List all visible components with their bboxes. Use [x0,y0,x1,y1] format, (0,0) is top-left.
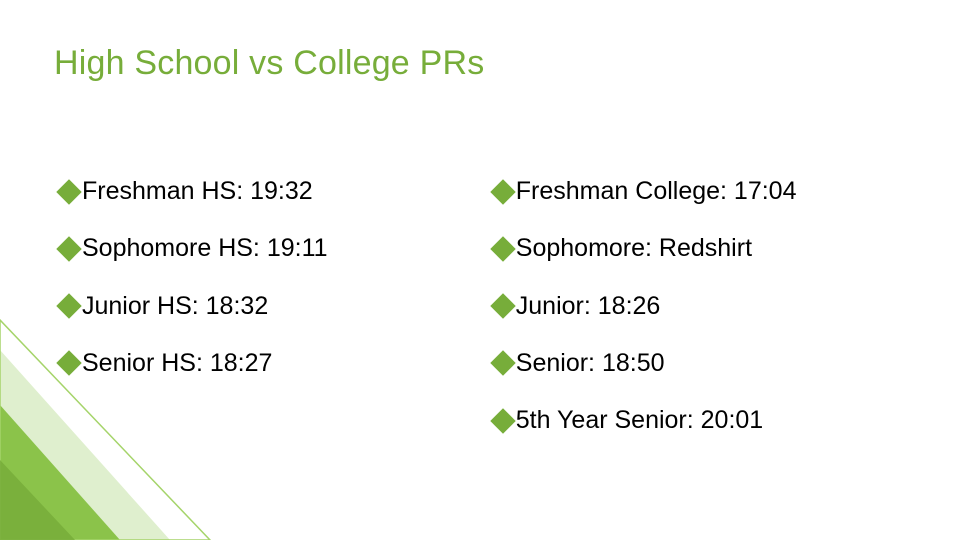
diamond-bullet-icon [490,293,515,318]
item-text: Senior HS: 18:27 [82,348,272,379]
item-text: 5th Year Senior: 20:01 [516,405,763,436]
list-item: 5th Year Senior: 20:01 [494,405,920,436]
item-text: Sophomore: Redshirt [516,233,752,264]
right-column: Freshman College: 17:04 Sophomore: Redsh… [494,176,920,436]
list-item: Senior: 18:50 [494,348,920,379]
list-item: Freshman College: 17:04 [494,176,920,207]
content-area: Freshman HS: 19:32 Sophomore HS: 19:11 J… [60,176,920,436]
list-item: Senior HS: 18:27 [60,348,438,379]
list-item: Sophomore: Redshirt [494,233,920,264]
list-item: Junior HS: 18:32 [60,291,438,322]
item-text: Sophomore HS: 19:11 [82,233,328,264]
diamond-bullet-icon [490,408,515,433]
left-column: Freshman HS: 19:32 Sophomore HS: 19:11 J… [60,176,438,436]
diamond-bullet-icon [490,351,515,376]
slide-title: High School vs College PRs [54,44,484,83]
item-text: Freshman HS: 19:32 [82,176,313,207]
diamond-bullet-icon [56,293,81,318]
diamond-bullet-icon [490,179,515,204]
diamond-bullet-icon [56,179,81,204]
item-text: Senior: 18:50 [516,348,665,379]
diamond-bullet-icon [56,351,81,376]
list-item: Sophomore HS: 19:11 [60,233,438,264]
item-text: Junior HS: 18:32 [82,291,268,322]
item-text: Junior: 18:26 [516,291,661,322]
item-text: Freshman College: 17:04 [516,176,797,207]
diamond-bullet-icon [490,236,515,261]
diamond-bullet-icon [56,236,81,261]
list-item: Junior: 18:26 [494,291,920,322]
list-item: Freshman HS: 19:32 [60,176,438,207]
